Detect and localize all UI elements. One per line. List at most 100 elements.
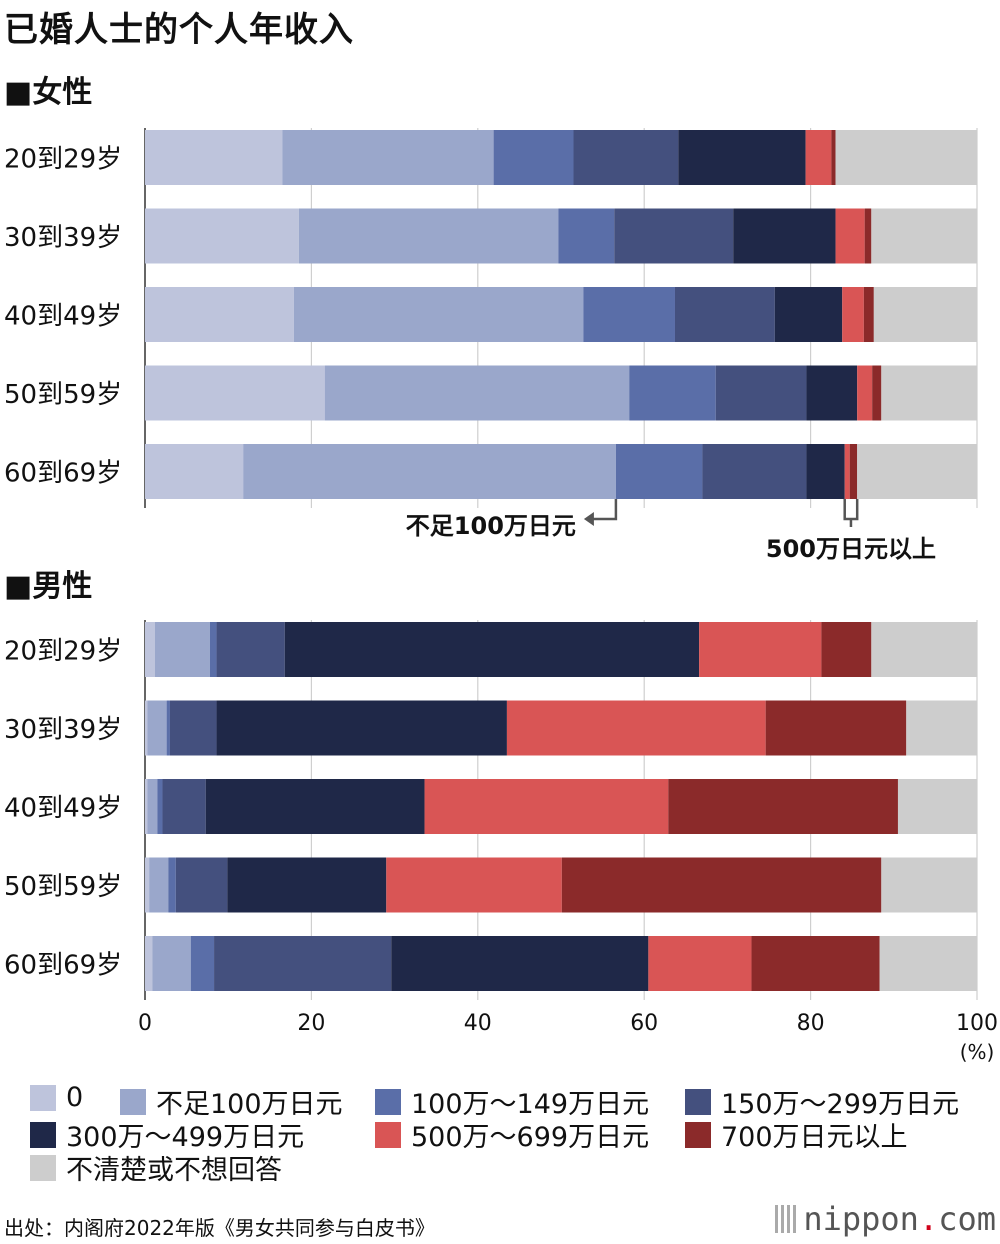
female-category-label: 60到69岁 — [4, 459, 122, 489]
female-bar-segment — [857, 366, 872, 421]
male-bar-segment — [881, 858, 977, 913]
x-tick-label: 0 — [138, 1011, 152, 1036]
male-bar-segment — [391, 936, 648, 991]
male-bar-segment — [898, 779, 977, 834]
female-bar-segment — [678, 130, 805, 185]
male-panel-title: ■男性 — [4, 569, 92, 604]
male-bar-segment — [425, 779, 669, 834]
male-bar-segment — [285, 622, 699, 677]
female-bar-segment — [806, 366, 857, 421]
under100-arrow-icon — [584, 512, 594, 526]
legend-label: 0 — [66, 1082, 83, 1113]
male-bar-segment — [147, 701, 166, 756]
female-bar-segment — [675, 287, 775, 342]
brand-logo: nippon. com — [775, 1200, 996, 1238]
brand-prefix: nippon — [803, 1200, 919, 1238]
male-bar-segment — [162, 779, 205, 834]
legend-swatch — [375, 1089, 401, 1115]
male-bar-segment — [217, 622, 285, 677]
male-bar-segment — [152, 936, 190, 991]
female-category-label: 40到49岁 — [4, 302, 122, 332]
female-bar-segment — [857, 444, 977, 499]
female-bar-segment — [573, 130, 678, 185]
male-bar-segment — [168, 858, 175, 913]
legend-item: 0 — [30, 1082, 83, 1113]
legend-swatch — [685, 1122, 711, 1148]
female-bar-segment — [836, 209, 865, 264]
male-bar-segment — [167, 701, 170, 756]
male-bar-segment — [906, 701, 977, 756]
legend-item: 不清楚或不想回答 — [30, 1148, 282, 1187]
male-bar-segment — [157, 779, 162, 834]
female-bar-segment — [282, 130, 493, 185]
female-bar-segment — [145, 287, 294, 342]
male-bar-segment — [880, 936, 977, 991]
female-panel-title: ■女性 — [4, 75, 92, 110]
female-bar-segment — [865, 209, 872, 264]
female-bar-segment — [325, 366, 630, 421]
brand-suffix: com — [938, 1200, 996, 1238]
male-bar-segment — [206, 779, 425, 834]
female-bar-segment — [831, 130, 835, 185]
female-bar-segment — [733, 209, 835, 264]
stacked-bar-chart: ■女性 20到29岁 30到39岁 40到49岁 50到59岁 60到69岁 ■男性 20到2… — [0, 0, 1000, 1075]
female-bar-segment — [881, 366, 977, 421]
male-category-label: 50到59岁 — [4, 872, 122, 902]
male-bar-segment — [145, 701, 147, 756]
x-tick-label: 100 — [956, 1011, 998, 1036]
x-tick-label: 80 — [797, 1011, 825, 1036]
female-category-label: 20到29岁 — [4, 145, 122, 175]
female-bar-segment — [583, 287, 675, 342]
male-bar-segment — [668, 779, 898, 834]
female-bar-segment — [145, 130, 282, 185]
male-category-label: 30到39岁 — [4, 715, 122, 745]
x-tick-label: 20 — [297, 1011, 325, 1036]
male-bar-segment — [217, 701, 507, 756]
male-bar-segment — [648, 936, 751, 991]
male-bar-segment — [170, 701, 217, 756]
male-bar-segment — [210, 622, 217, 677]
female-bar-segment — [874, 287, 977, 342]
male-bar-segment — [766, 701, 907, 756]
male-bar-segment — [227, 858, 386, 913]
legend-swatch — [30, 1085, 56, 1111]
female-bar-segment — [559, 209, 615, 264]
male-category-label: 40到49岁 — [4, 794, 122, 824]
female-category-label: 30到39岁 — [4, 223, 122, 253]
source-note: 出处：内阁府2022年版《男女共同参与白皮书》 — [4, 1212, 435, 1241]
male-bar-segment — [155, 622, 210, 677]
legend-swatch — [120, 1089, 146, 1115]
female-bar-segment — [806, 130, 832, 185]
female-bar-segment — [614, 209, 733, 264]
female-bar-segment — [629, 366, 716, 421]
female-bar-segment — [845, 444, 850, 499]
female-bar-segment — [864, 287, 874, 342]
x-tick-label: 60 — [630, 1011, 658, 1036]
legend-swatch — [685, 1089, 711, 1115]
legend-swatch — [375, 1122, 401, 1148]
female-category-label: 50到59岁 — [4, 380, 122, 410]
male-bar-segment — [871, 622, 977, 677]
male-bar-segment — [145, 858, 149, 913]
legend-item: 700万日元以上 — [685, 1115, 908, 1154]
female-bar-segment — [836, 130, 977, 185]
x-tick-label: 40 — [464, 1011, 492, 1036]
female-bar-segment — [294, 287, 584, 342]
legend-label: 不清楚或不想回答 — [66, 1148, 282, 1187]
female-bar-segment — [842, 287, 864, 342]
male-bar-segment — [752, 936, 880, 991]
over500-annotation: 500万日元以上 — [766, 535, 936, 563]
female-bar-segment — [145, 366, 325, 421]
female-bar-segment — [494, 130, 574, 185]
legend-label: 700万日元以上 — [721, 1115, 908, 1154]
legend-item: 500万～699万日元 — [375, 1115, 649, 1154]
male-bar-segment — [562, 858, 881, 913]
legend-swatch — [30, 1122, 56, 1148]
female-bar-segment — [243, 444, 616, 499]
male-category-label: 20到29岁 — [4, 637, 122, 667]
female-bar-segment — [299, 209, 559, 264]
legend-swatch — [30, 1155, 56, 1181]
female-bar-segment — [850, 444, 857, 499]
x-axis-unit: (%) — [960, 1040, 995, 1064]
male-bar-segment — [214, 936, 391, 991]
